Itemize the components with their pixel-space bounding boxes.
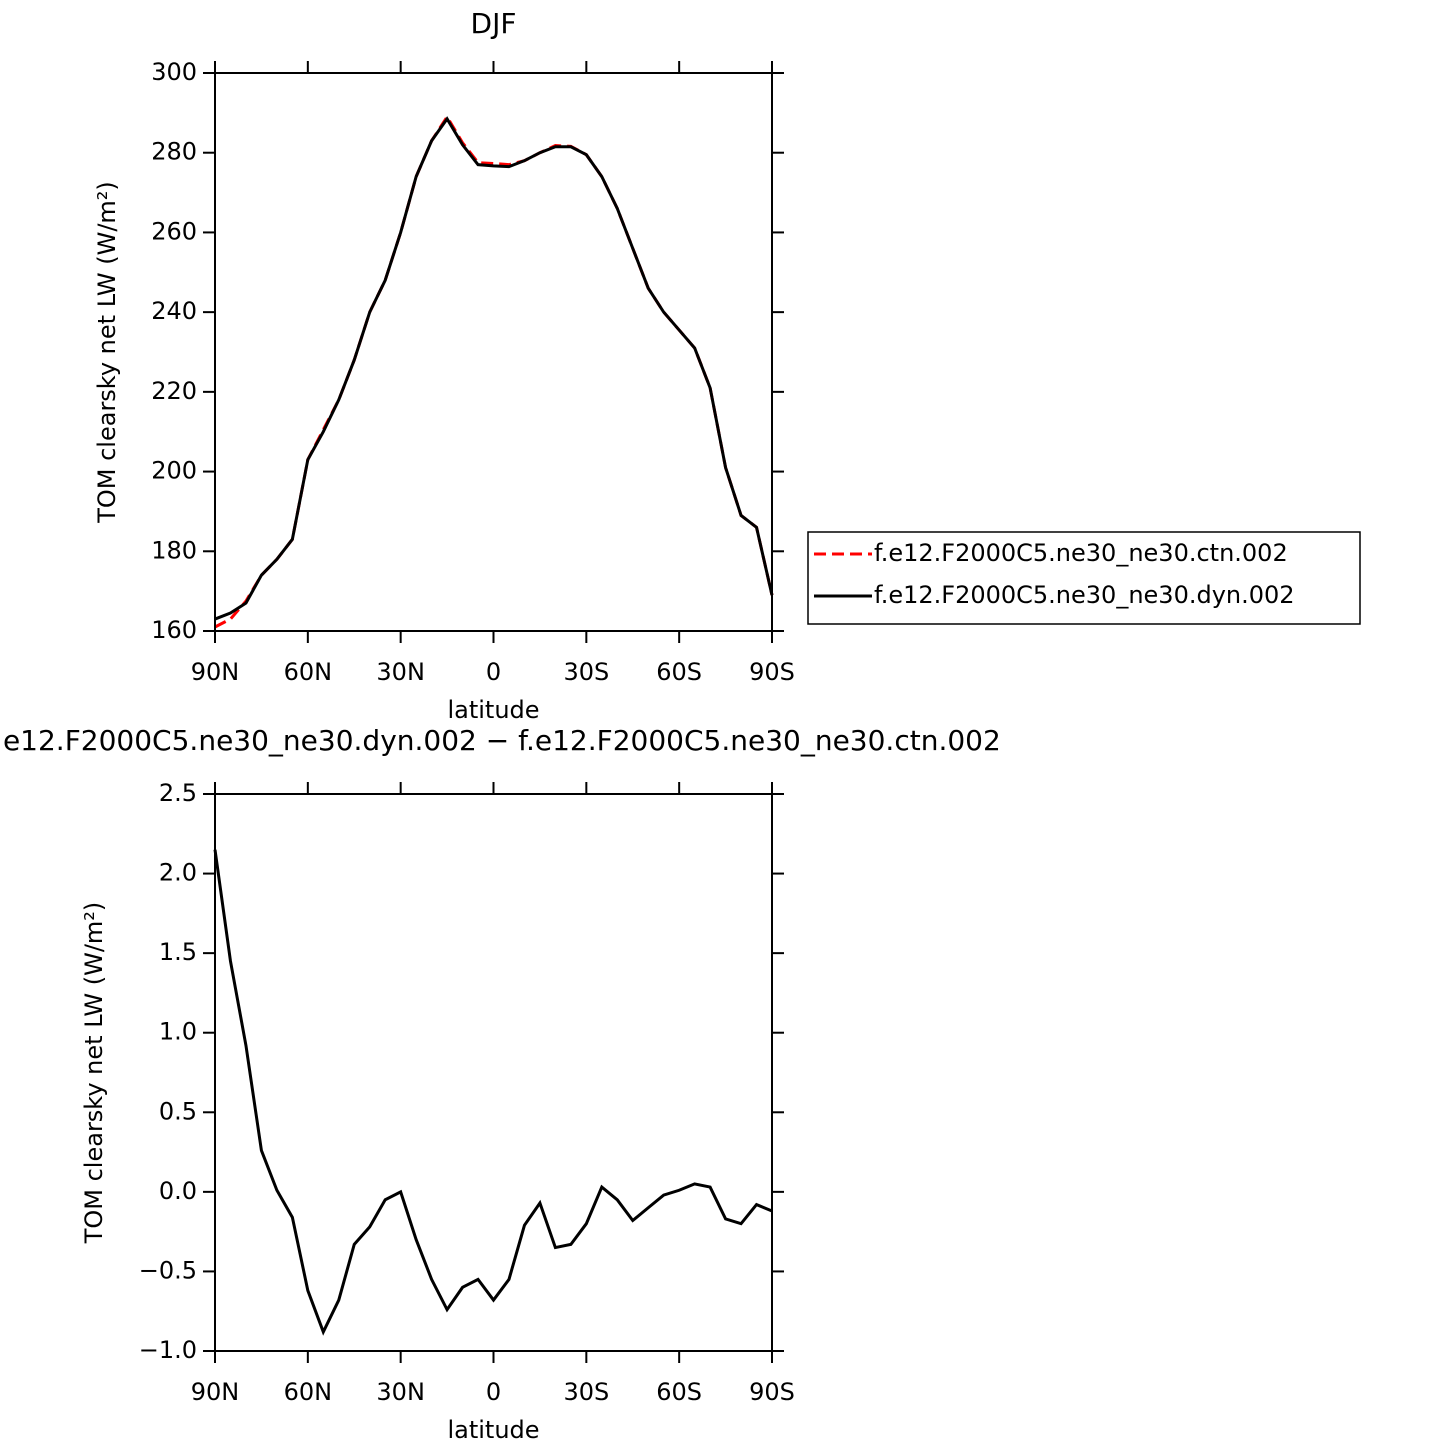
y-tick-label: 200	[151, 457, 197, 485]
y-tick-label: 260	[151, 217, 197, 245]
x-tick-label: 90S	[749, 1378, 795, 1406]
x-axis-label: latitude	[447, 696, 539, 724]
legend-box	[807, 531, 1361, 625]
legend-label: f.e12.F2000C5.ne30_ne30.ctn.002	[874, 539, 1288, 567]
x-tick-label: 60N	[284, 1378, 333, 1406]
y-tick-label: 2.5	[159, 779, 197, 807]
x-tick-label: 60N	[284, 658, 333, 686]
x-tick-label: 0	[486, 658, 501, 686]
y-tick-label: 220	[151, 377, 197, 405]
data-line	[214, 116, 774, 621]
y-tick-label: −0.5	[139, 1256, 197, 1284]
x-tick-label: 30S	[563, 1378, 609, 1406]
y-tick-label: 1.5	[159, 938, 197, 966]
plot-frame	[214, 793, 773, 1352]
x-tick-label: 30N	[376, 658, 425, 686]
data-line	[214, 114, 774, 629]
x-tick-label: 60S	[656, 1378, 702, 1406]
panel: DJF latitude TOM clearsky net LW (W/m²) 90N…	[93, 7, 1361, 724]
y-tick-label: 300	[151, 58, 197, 86]
chart-title: DJF	[471, 7, 517, 40]
legend-label: f.e12.F2000C5.ne30_ne30.dyn.002	[874, 581, 1295, 609]
x-tick-label: 90N	[191, 658, 240, 686]
x-tick-label: 30S	[563, 658, 609, 686]
y-tick-label: 2.0	[159, 859, 197, 887]
y-tick-label: 0.0	[159, 1177, 197, 1205]
plot-frame	[214, 72, 773, 632]
y-axis-label: TOM clearsky net LW (W/m²)	[80, 902, 108, 1245]
y-tick-label: −1.0	[139, 1336, 197, 1364]
x-tick-label: 0	[486, 1378, 501, 1406]
y-tick-label: 1.0	[159, 1018, 197, 1046]
y-tick-label: 160	[151, 616, 197, 644]
x-tick-label: 90N	[191, 1378, 240, 1406]
data-line	[213, 849, 773, 1336]
x-tick-label: 30N	[376, 1378, 425, 1406]
y-axis-label: TOM clearsky net LW (W/m²)	[93, 181, 121, 524]
x-tick-label: 90S	[749, 658, 795, 686]
chart-title: f.e12.F2000C5.ne30_ne30.dyn.002 − f.e12.…	[0, 724, 1001, 757]
x-tick-label: 60S	[656, 658, 702, 686]
y-tick-label: 240	[151, 297, 197, 325]
panel: f.e12.F2000C5.ne30_ne30.dyn.002 − f.e12.…	[0, 724, 1001, 1444]
x-axis-label: latitude	[447, 1416, 539, 1444]
y-tick-label: 180	[151, 536, 197, 564]
y-tick-label: 0.5	[159, 1097, 197, 1125]
y-tick-label: 280	[151, 138, 197, 166]
